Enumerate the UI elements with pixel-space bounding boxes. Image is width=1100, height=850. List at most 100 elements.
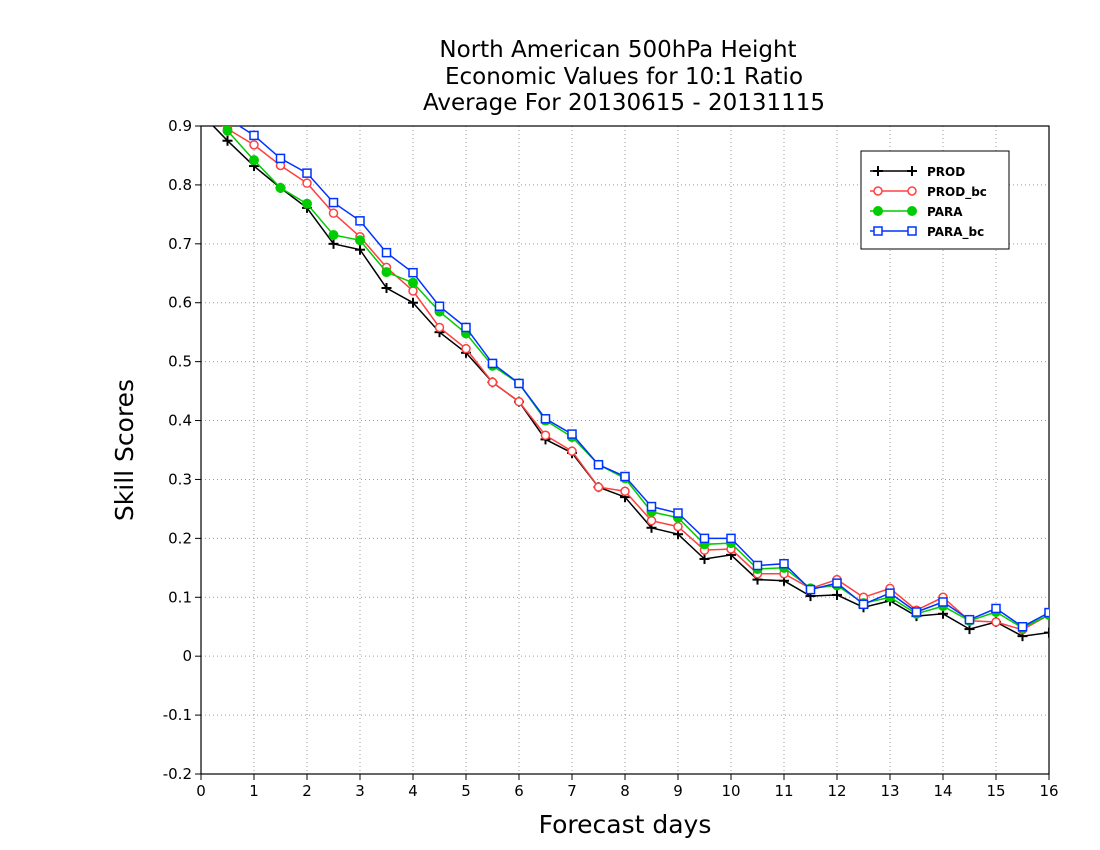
x-tick-label: 12 — [827, 782, 846, 800]
y-tick-label: 0.3 — [168, 470, 192, 488]
point-para-bc — [540, 414, 551, 424]
point-para-bc — [805, 584, 816, 595]
point-para-bc — [646, 501, 657, 512]
x-tick-label: 8 — [620, 782, 630, 800]
point-para-bc — [911, 607, 922, 617]
point-prod-bc — [991, 617, 1001, 627]
y-tick-label: 0.6 — [168, 294, 192, 312]
y-tick-label: 0.1 — [168, 588, 192, 606]
x-tick-label: 2 — [302, 782, 312, 800]
y-tick-label: 0.4 — [168, 412, 192, 430]
y-tick-label: 0.8 — [168, 176, 192, 194]
point-para-bc — [408, 267, 418, 278]
point-para-bc — [567, 429, 577, 439]
point-para-bc — [726, 533, 736, 544]
point-para — [302, 198, 312, 209]
legend-marker-prod-bc — [907, 186, 917, 196]
point-para-bc — [328, 197, 339, 208]
point-para-bc — [275, 153, 286, 164]
y-axis-title: Skill Scores — [110, 379, 139, 521]
legend-label-prod: PROD — [927, 165, 965, 179]
legend-marker-para — [873, 206, 883, 216]
series-prod — [212, 126, 1049, 642]
point-prod-bc — [620, 486, 630, 496]
axis-ticks: 0 1 2 3 4 5 6 7 8 9 10 11 12 13 14 15 16-0.2-0.100.10.20… — [163, 117, 1059, 800]
point-prod-bc — [328, 208, 339, 218]
legend-entry-para-bc: PARA_bc — [870, 225, 984, 240]
legend-marker-para-bc — [873, 226, 883, 236]
x-tick-label: 15 — [986, 782, 1005, 800]
point-prod-bc — [673, 521, 683, 532]
x-tick-label: 7 — [567, 782, 577, 800]
point-prod — [699, 553, 710, 564]
point-prod — [408, 297, 418, 308]
point-para-bc — [224, 114, 232, 122]
y-tick-label: -0.1 — [163, 706, 192, 724]
point-prod-bc — [487, 377, 498, 388]
point-para-bc — [885, 588, 895, 598]
legend-marker-prod — [907, 166, 917, 176]
legend-entry-prod: PROD — [870, 165, 965, 179]
x-tick-label: 0 — [196, 782, 206, 800]
x-axis-title: Forecast days — [539, 810, 712, 839]
legend-marker-para-bc — [907, 226, 917, 236]
point-para — [249, 155, 259, 166]
x-tick-label: 10 — [721, 782, 740, 800]
legend-label-prod-bc: PROD_bc — [927, 185, 987, 200]
point-para-bc — [832, 578, 842, 588]
x-tick-label: 4 — [408, 782, 418, 800]
point-para-bc — [302, 168, 312, 178]
point-prod-bc — [249, 140, 259, 150]
point-para-bc — [752, 560, 763, 571]
x-tick-label: 13 — [880, 782, 899, 800]
legend-label-para: PARA — [927, 205, 963, 219]
legend-box — [860, 150, 1010, 250]
x-tick-label: 14 — [933, 782, 952, 800]
point-para — [355, 235, 365, 246]
x-tick-label: 9 — [673, 782, 683, 800]
point-para — [328, 229, 339, 240]
point-prod-bc — [408, 286, 418, 296]
point-prod — [355, 244, 365, 255]
legend-label-para-bc: PARA_bc — [927, 225, 984, 240]
point-para-bc — [381, 247, 392, 258]
chart-title-line-3: Average For 20130615 - 20131115 — [423, 90, 825, 116]
x-tick-label: 5 — [461, 782, 471, 800]
y-tick-label: -0.2 — [163, 765, 192, 783]
legend-marker-para — [907, 206, 917, 216]
point-prod-bc — [646, 515, 657, 526]
point-para-bc — [461, 322, 471, 333]
point-para-bc — [991, 603, 1001, 614]
series-para-bc — [224, 114, 1049, 632]
x-tick-label: 6 — [514, 782, 524, 800]
point-prod-bc — [434, 322, 445, 333]
point-prod — [222, 135, 233, 146]
point-para-bc — [514, 378, 524, 389]
point-para-bc — [1017, 621, 1028, 632]
point-prod — [381, 283, 392, 293]
point-prod-bc — [514, 396, 524, 407]
point-para-bc — [593, 459, 604, 470]
legend-marker-prod — [873, 166, 883, 176]
legend-marker-prod-bc — [873, 186, 883, 196]
y-tick-label: 0.7 — [168, 235, 192, 253]
legend: PROD PROD_bc PARA PARA_bc — [860, 150, 1010, 250]
point-prod-bc — [302, 178, 312, 188]
x-tick-label: 16 — [1039, 782, 1058, 800]
point-prod-bc — [567, 446, 577, 456]
point-prod — [1044, 627, 1049, 638]
point-para-bc — [355, 216, 365, 226]
legend-entry-para: PARA — [870, 205, 963, 219]
chart-title-line-2: Economic Values for 10:1 Ratio — [445, 64, 803, 90]
point-para — [275, 182, 286, 193]
point-para-bc — [487, 358, 498, 369]
point-para-bc — [620, 471, 630, 482]
chart-title-line-1: North American 500hPa Height — [439, 37, 796, 63]
x-tick-label: 3 — [355, 782, 365, 800]
point-para-bc — [673, 508, 683, 518]
point-prod-bc — [593, 482, 604, 492]
series-lines — [212, 114, 1049, 642]
point-para — [381, 267, 392, 278]
legend-entry-prod-bc: PROD_bc — [870, 185, 987, 200]
